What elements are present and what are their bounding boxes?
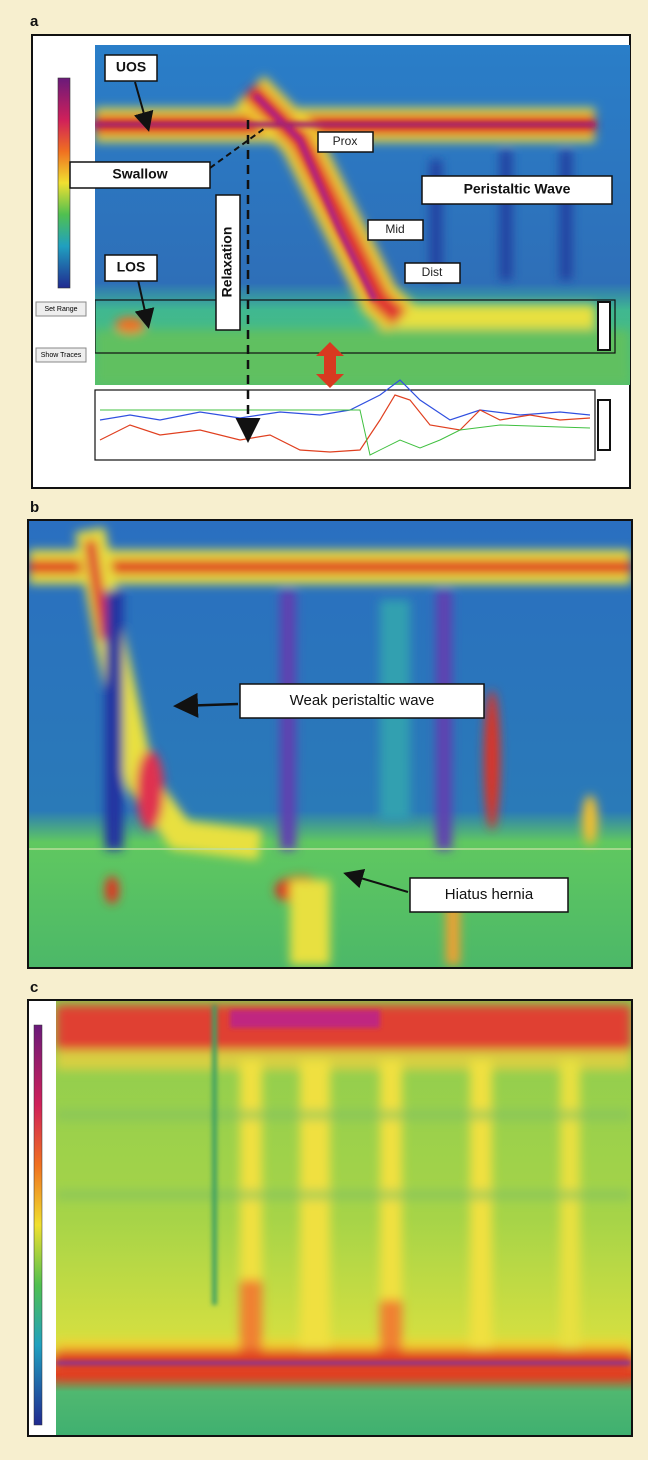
annotation-box <box>239 683 485 719</box>
arrow <box>134 279 155 329</box>
annotation: Relaxation <box>219 227 235 298</box>
button[interactable] <box>35 301 87 317</box>
annotation-box <box>421 175 613 205</box>
annotation: LOS <box>117 259 146 275</box>
button[interactable] <box>35 347 87 363</box>
trace-box <box>94 389 596 461</box>
annotation: UOS <box>116 59 146 75</box>
color-scale <box>57 77 71 289</box>
annotation: Peristaltic Wave <box>464 181 571 197</box>
arrow <box>343 868 409 893</box>
panel-label: b <box>30 499 39 516</box>
arrow <box>134 81 154 132</box>
arrow <box>316 342 344 388</box>
marker-box <box>597 301 611 351</box>
color-scale <box>33 1024 43 1426</box>
trace <box>99 379 591 421</box>
annotation-box <box>215 194 241 331</box>
annotation-box <box>409 877 569 913</box>
panel-label: c <box>30 979 38 996</box>
annotation-box <box>69 161 211 189</box>
trace <box>99 394 591 453</box>
button-label: Set Range <box>44 306 77 313</box>
trace <box>100 409 591 456</box>
heatmap <box>56 1001 631 1435</box>
annotation: Dist <box>422 265 443 279</box>
annotation: Mid <box>385 222 404 236</box>
arrow <box>209 127 266 169</box>
annotation-box <box>367 219 424 241</box>
heatmap <box>29 521 631 967</box>
arrow <box>173 692 239 718</box>
annotation: Prox <box>333 134 358 148</box>
heatmap <box>95 45 630 385</box>
annotation: Swallow <box>112 166 167 182</box>
annotation-box <box>404 262 461 284</box>
button-label: Show Traces <box>41 352 82 359</box>
annotation-box <box>317 131 374 153</box>
annotation-box <box>104 54 158 82</box>
marker-box <box>597 399 611 451</box>
annotation: Weak peristaltic wave <box>290 692 435 709</box>
panel-label: a <box>30 13 39 30</box>
annotation-box <box>104 254 158 282</box>
annotation: Hiatus hernia <box>445 886 534 903</box>
